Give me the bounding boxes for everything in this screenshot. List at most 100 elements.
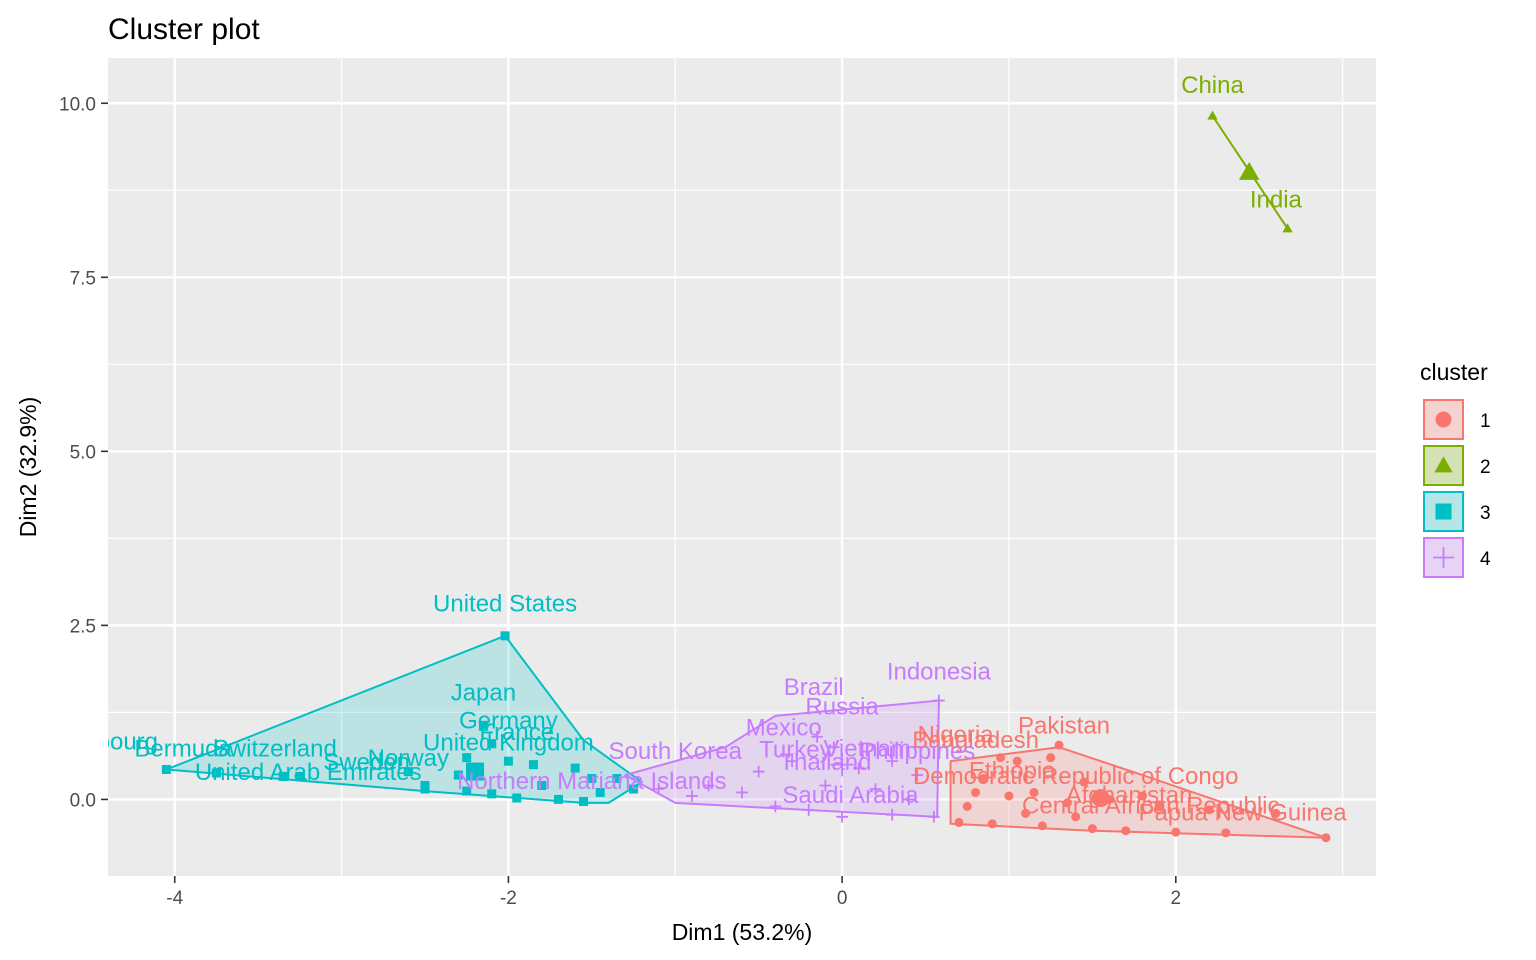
legend-title: cluster <box>1420 359 1488 385</box>
point-label: Mexico <box>746 714 822 741</box>
point-label: Pakistan <box>1018 712 1110 739</box>
chart-title: Cluster plot <box>108 13 260 46</box>
x-axis-title: Dim1 (53.2%) <box>672 919 813 945</box>
point-label: Switzerland <box>213 735 337 762</box>
axes: -4 -2 0 2 0.0 2.5 5.0 7.5 10.0 <box>59 94 1181 909</box>
cluster-4-point <box>652 783 665 795</box>
cluster-1-centroid <box>1091 789 1110 808</box>
gridlines <box>108 58 1376 876</box>
y-tick-label: 5.0 <box>70 442 96 463</box>
cluster-1-point <box>1171 827 1181 837</box>
point-label: Vietnam <box>823 735 911 762</box>
cluster-1-point <box>979 774 989 784</box>
point-label: United Arab Emirates <box>195 759 422 786</box>
cluster-1-point <box>954 817 964 827</box>
cluster-4-point <box>928 810 940 823</box>
cluster-1-point <box>1012 756 1022 766</box>
legend-symbol-2 <box>1434 456 1453 473</box>
x-tick-label: -2 <box>500 888 517 909</box>
point-label: India <box>1250 187 1303 214</box>
cluster-1-point <box>1121 826 1131 836</box>
cluster-4-point <box>786 755 798 767</box>
cluster-3-point <box>500 631 510 641</box>
point-label: Norway <box>368 745 449 772</box>
legend-key-2 <box>1423 445 1464 486</box>
plot-panel <box>108 58 1376 876</box>
cluster-3-point <box>453 770 463 780</box>
point-label: Papua New Guinea <box>1138 799 1347 826</box>
cluster-1-point <box>1054 740 1064 750</box>
point-label: United States <box>433 590 577 617</box>
cluster-3-point <box>478 721 488 731</box>
cluster-1-point <box>1046 753 1056 763</box>
y-axis-title: Dim2 (32.9%) <box>15 397 41 538</box>
point-label: Luxembourg <box>25 728 158 755</box>
cluster-1-point <box>1221 828 1231 838</box>
point-label: Sweden <box>323 749 410 776</box>
cluster-3-point <box>487 789 497 799</box>
legend-symbol-1 <box>1435 411 1452 428</box>
cluster-3-point <box>629 784 639 794</box>
cluster-1-point <box>987 819 997 829</box>
x-tick-label: 2 <box>1171 888 1182 909</box>
cluster-1-point <box>962 801 972 811</box>
cluster-4-point <box>886 755 899 767</box>
cluster-3-point <box>420 780 430 790</box>
legend-label-4: 4 <box>1480 549 1491 570</box>
point-label: Russia <box>805 693 879 720</box>
cluster-3-point <box>528 760 538 770</box>
cluster-4-point <box>736 786 748 799</box>
point-label: Turkey <box>759 737 831 764</box>
cluster-1-point <box>1037 821 1047 831</box>
point-label: Japan <box>451 680 516 707</box>
point-label: Afghanistan <box>1066 782 1193 809</box>
cluster-3-point <box>595 787 605 797</box>
legend-key-1 <box>1423 399 1464 440</box>
legend-label-3: 3 <box>1480 503 1491 524</box>
y-tick-label: 0.0 <box>70 790 96 811</box>
cluster-3-point <box>570 763 580 773</box>
point-label: France <box>479 719 554 746</box>
y-tick-label: 10.0 <box>59 94 96 115</box>
legend-key-4 <box>1423 537 1464 578</box>
cluster-1-point <box>1087 824 1097 834</box>
cluster-2-centroid <box>1238 161 1260 180</box>
cluster-3-point <box>587 774 597 784</box>
point-label: Brazil <box>784 674 844 701</box>
cluster-points <box>161 110 1331 843</box>
cluster-4-centroid <box>830 752 854 777</box>
point-label: Thailand <box>779 749 871 776</box>
y-tick-label: 2.5 <box>70 616 96 637</box>
cluster-1-point <box>1154 801 1164 811</box>
point-label: Northern Mariana Islands <box>457 768 726 795</box>
legend-symbol-3 <box>1435 503 1452 520</box>
cluster-3-point <box>161 764 171 774</box>
cluster-4-point <box>702 779 715 792</box>
point-label: Ethiopia <box>969 758 1056 785</box>
cluster-2-point <box>1207 110 1218 120</box>
cluster-3-point <box>278 771 288 781</box>
cluster-1-point <box>1062 798 1072 808</box>
cluster-3-centroid <box>466 762 485 781</box>
cluster-3-point <box>211 768 221 778</box>
cluster-3-point <box>503 756 513 766</box>
legend: cluster 1 2 3 4 <box>1420 359 1491 578</box>
x-tick-label: -4 <box>166 888 183 909</box>
legend-label-1: 1 <box>1480 411 1491 432</box>
cluster-4-point <box>852 762 865 774</box>
cluster-4-point <box>769 800 782 813</box>
cluster-4-point <box>752 765 765 778</box>
cluster-1-point <box>1271 808 1281 818</box>
cluster-3-point <box>295 771 305 781</box>
point-label: Central African Republic <box>1022 792 1279 819</box>
cluster-3-point <box>403 767 413 777</box>
cluster-1-point <box>1004 791 1014 801</box>
cluster-3-point <box>462 753 472 763</box>
cluster-4-point <box>827 741 840 754</box>
legend-key-3 <box>1423 491 1464 532</box>
cluster-4-point <box>886 808 899 821</box>
point-label: Germany <box>459 707 558 734</box>
point-label: United Kingdom <box>423 730 594 757</box>
